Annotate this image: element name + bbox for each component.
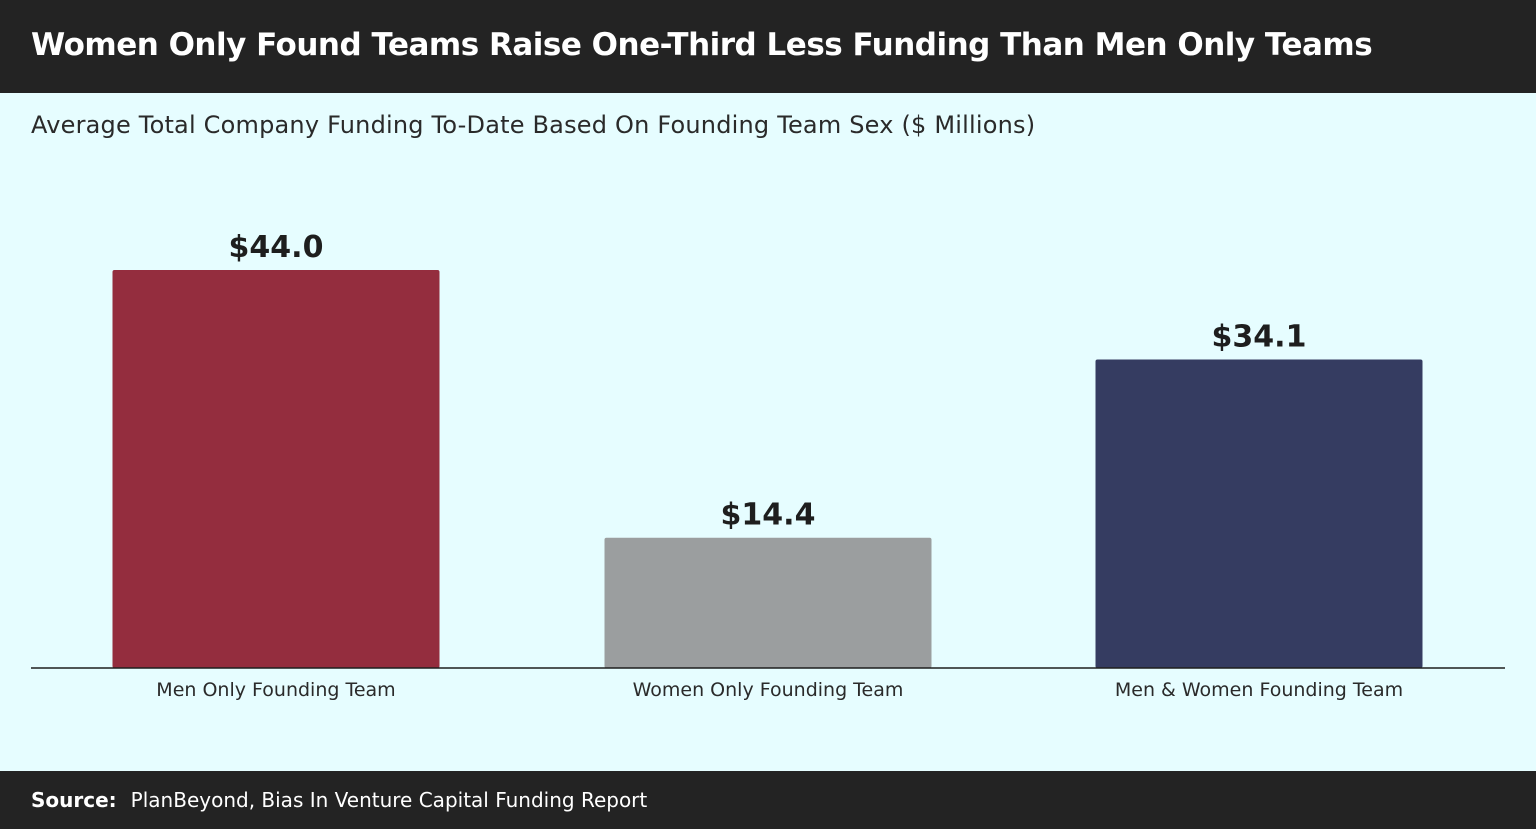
data-label-2: $14.4	[721, 498, 816, 533]
bar-2	[604, 537, 932, 668]
bar-3	[1095, 359, 1423, 668]
category-label-1: Men Only Founding Team	[156, 679, 395, 701]
bars-group	[112, 270, 1423, 668]
category-label-2: Women Only Founding Team	[633, 679, 904, 701]
bar-1	[112, 270, 440, 668]
labels-group: $44.0 Men Only Founding Team $14.4 Women On…	[156, 230, 1403, 701]
category-label-3: Men & Women Founding Team	[1115, 679, 1403, 701]
source-line: Source: PlanBeyond, Bias In Venture Capit…	[31, 787, 647, 813]
header-bar: Women Only Found Teams Raise One-Third L…	[0, 0, 1536, 93]
source-text: PlanBeyond, Bias In Venture Capital Fund…	[130, 788, 648, 812]
data-label-1: $44.0	[229, 230, 324, 265]
chart-subtitle: Average Total Company Funding To-Date Ba…	[31, 111, 1036, 139]
chart-title: Women Only Found Teams Raise One-Third L…	[31, 27, 1373, 63]
footer-bar: Source: PlanBeyond, Bias In Venture Capit…	[0, 771, 1536, 829]
data-label-3: $34.1	[1212, 320, 1307, 355]
source-label: Source:	[31, 788, 117, 812]
